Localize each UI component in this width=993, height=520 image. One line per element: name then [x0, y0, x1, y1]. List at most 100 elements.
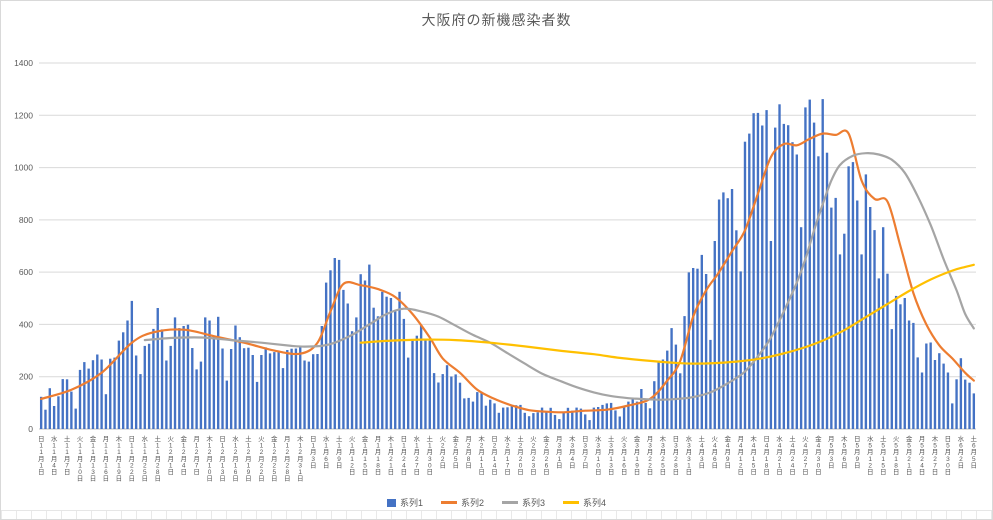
y-axis-labels: 0 200 400 600 800 1000 1200 1400	[14, 58, 33, 434]
legend-label: 系列1	[399, 498, 423, 508]
y-axis-label: 600	[19, 267, 33, 277]
x-axis-labels: 日 1 1 月 1 日水 1 1 月 4 日土 1 1 月 7 日火 1 1 月 1 0 日金 1 1 月 1 3 日月 1 1 月 1 6 日木…	[38, 434, 978, 483]
legend-marker-series1-icon	[386, 498, 396, 507]
legend-item-series2: 系列2	[440, 496, 484, 509]
y-axis-label: 200	[19, 372, 33, 382]
legend-item-series3: 系列3	[502, 496, 545, 509]
spreadsheet-cell-border-strip	[1, 510, 992, 519]
y-axis-label: 1200	[14, 110, 33, 120]
line-series4	[359, 263, 975, 365]
legend-marker-series3-icon	[502, 501, 518, 504]
bars-series1	[39, 99, 976, 430]
legend-marker-series4-icon	[563, 501, 580, 504]
legend-marker-series2-icon	[440, 501, 457, 504]
line-series2	[40, 129, 975, 414]
legend-item-series1: 系列1	[386, 496, 423, 509]
chart-title: 大阪府の新機感染者数	[421, 12, 572, 28]
legend-label: 系列3	[522, 498, 546, 508]
legend-label: 系列4	[583, 498, 607, 508]
legend-label: 系列2	[460, 498, 484, 508]
line-series3	[143, 152, 975, 401]
chart-legend: 系列1 系列2 系列3 系列4	[1, 496, 992, 509]
y-axis-label: 400	[19, 319, 33, 329]
legend-item-series4: 系列4	[563, 496, 606, 509]
y-axis-label: 0	[28, 424, 33, 434]
y-axis-label: 800	[19, 215, 33, 225]
y-axis-label: 1400	[14, 58, 33, 68]
